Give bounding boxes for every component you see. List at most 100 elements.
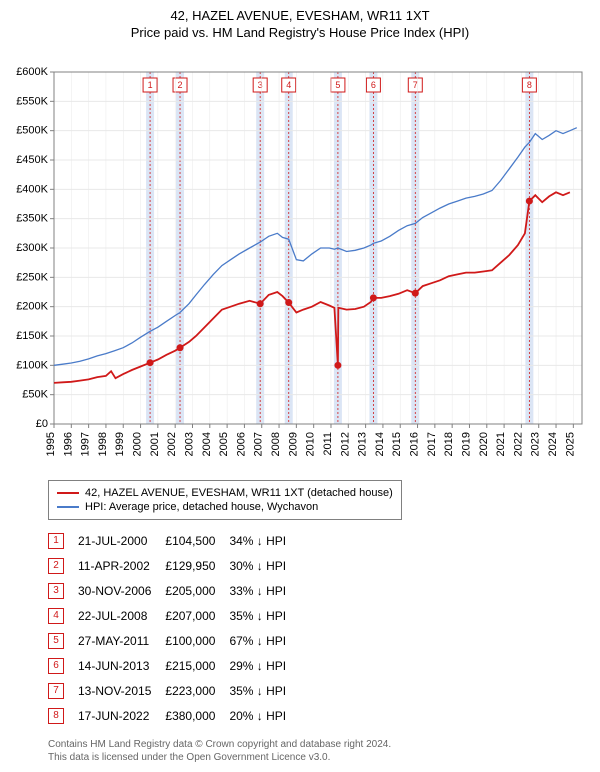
sale-date: 22-JUL-2008 (78, 603, 165, 628)
svg-text:£500K: £500K (16, 125, 48, 137)
svg-text:£350K: £350K (16, 213, 48, 225)
svg-text:2022: 2022 (512, 432, 524, 456)
svg-text:2005: 2005 (218, 432, 230, 456)
svg-text:8: 8 (527, 80, 532, 90)
sale-delta: 34% ↓ HPI (229, 528, 300, 553)
sale-price: £215,000 (165, 653, 229, 678)
svg-text:2010: 2010 (305, 432, 317, 456)
svg-text:2024: 2024 (547, 432, 559, 456)
sale-date: 21-JUL-2000 (78, 528, 165, 553)
sale-marker-box: 5 (48, 633, 64, 649)
table-row: 6 14-JUN-2013£215,00029% ↓ HPI (48, 653, 300, 678)
svg-text:2017: 2017 (426, 432, 438, 456)
sale-delta: 33% ↓ HPI (229, 578, 300, 603)
sale-delta: 30% ↓ HPI (229, 553, 300, 578)
price-chart: 12345678£0£50K£100K£150K£200K£250K£300K£… (8, 48, 592, 468)
svg-text:2001: 2001 (149, 432, 161, 456)
footnote: Contains HM Land Registry data © Crown c… (48, 738, 592, 764)
table-row: 1 21-JUL-2000£104,50034% ↓ HPI (48, 528, 300, 553)
svg-text:£550K: £550K (16, 95, 48, 107)
svg-text:2008: 2008 (270, 432, 282, 456)
legend-swatch (57, 506, 79, 508)
svg-text:1995: 1995 (45, 432, 57, 456)
sale-price: £100,000 (165, 628, 229, 653)
svg-text:2021: 2021 (495, 432, 507, 456)
legend-row: HPI: Average price, detached house, Wych… (57, 501, 393, 513)
svg-text:2006: 2006 (235, 432, 247, 456)
svg-text:£0: £0 (36, 418, 48, 430)
svg-text:2012: 2012 (339, 432, 351, 456)
sale-date: 11-APR-2002 (78, 553, 165, 578)
svg-text:2016: 2016 (409, 432, 421, 456)
svg-text:1996: 1996 (62, 432, 74, 456)
sale-price: £223,000 (165, 678, 229, 703)
sale-price: £104,500 (165, 528, 229, 553)
svg-text:2002: 2002 (166, 432, 178, 456)
sale-date: 13-NOV-2015 (78, 678, 165, 703)
sale-price: £205,000 (165, 578, 229, 603)
legend-label: HPI: Average price, detached house, Wych… (85, 501, 318, 513)
page-title: 42, HAZEL AVENUE, EVESHAM, WR11 1XT (8, 8, 592, 23)
sale-date: 14-JUN-2013 (78, 653, 165, 678)
sale-marker-box: 8 (48, 708, 64, 724)
svg-text:£150K: £150K (16, 330, 48, 342)
svg-text:2003: 2003 (183, 432, 195, 456)
table-row: 3 30-NOV-2006£205,00033% ↓ HPI (48, 578, 300, 603)
svg-text:4: 4 (286, 80, 291, 90)
chart-legend: 42, HAZEL AVENUE, EVESHAM, WR11 1XT (det… (48, 480, 402, 520)
svg-text:£200K: £200K (16, 301, 48, 313)
svg-text:2023: 2023 (530, 432, 542, 456)
svg-text:2019: 2019 (460, 432, 472, 456)
svg-text:2000: 2000 (132, 432, 144, 456)
sale-delta: 35% ↓ HPI (229, 603, 300, 628)
svg-text:£600K: £600K (16, 66, 48, 78)
sale-delta: 20% ↓ HPI (229, 703, 300, 728)
legend-label: 42, HAZEL AVENUE, EVESHAM, WR11 1XT (det… (85, 487, 393, 499)
sale-marker-box: 7 (48, 683, 64, 699)
sale-marker-box: 2 (48, 558, 64, 574)
svg-text:2004: 2004 (201, 432, 213, 456)
svg-text:1998: 1998 (97, 432, 109, 456)
svg-text:2007: 2007 (253, 432, 265, 456)
sale-date: 30-NOV-2006 (78, 578, 165, 603)
sales-table: 1 21-JUL-2000£104,50034% ↓ HPI 2 11-APR-200… (48, 528, 300, 728)
sale-date: 17-JUN-2022 (78, 703, 165, 728)
svg-text:2: 2 (178, 80, 183, 90)
svg-text:£250K: £250K (16, 271, 48, 283)
sale-delta: 35% ↓ HPI (229, 678, 300, 703)
table-row: 7 13-NOV-2015£223,00035% ↓ HPI (48, 678, 300, 703)
svg-text:1999: 1999 (114, 432, 126, 456)
sale-price: £207,000 (165, 603, 229, 628)
svg-text:£50K: £50K (22, 389, 48, 401)
svg-text:£450K: £450K (16, 154, 48, 166)
svg-text:2011: 2011 (322, 432, 334, 456)
table-row: 8 17-JUN-2022£380,00020% ↓ HPI (48, 703, 300, 728)
sale-price: £129,950 (165, 553, 229, 578)
svg-text:£400K: £400K (16, 183, 48, 195)
legend-swatch (57, 492, 79, 494)
table-row: 2 11-APR-2002£129,95030% ↓ HPI (48, 553, 300, 578)
svg-text:2020: 2020 (478, 432, 490, 456)
sale-marker-box: 4 (48, 608, 64, 624)
table-row: 4 22-JUL-2008£207,00035% ↓ HPI (48, 603, 300, 628)
svg-text:2018: 2018 (443, 432, 455, 456)
sale-price: £380,000 (165, 703, 229, 728)
footnote-line: This data is licensed under the Open Gov… (48, 751, 592, 764)
svg-text:5: 5 (335, 80, 340, 90)
svg-text:2015: 2015 (391, 432, 403, 456)
svg-text:£100K: £100K (16, 359, 48, 371)
svg-text:2025: 2025 (564, 432, 576, 456)
svg-text:2013: 2013 (357, 432, 369, 456)
svg-text:6: 6 (371, 80, 376, 90)
page-subtitle: Price paid vs. HM Land Registry's House … (8, 25, 592, 40)
sale-marker-box: 1 (48, 533, 64, 549)
sale-date: 27-MAY-2011 (78, 628, 165, 653)
sale-delta: 67% ↓ HPI (229, 628, 300, 653)
svg-text:1997: 1997 (80, 432, 92, 456)
sale-marker-box: 3 (48, 583, 64, 599)
table-row: 5 27-MAY-2011£100,00067% ↓ HPI (48, 628, 300, 653)
svg-text:£300K: £300K (16, 242, 48, 254)
sale-marker-box: 6 (48, 658, 64, 674)
svg-text:1: 1 (148, 80, 153, 90)
sale-delta: 29% ↓ HPI (229, 653, 300, 678)
